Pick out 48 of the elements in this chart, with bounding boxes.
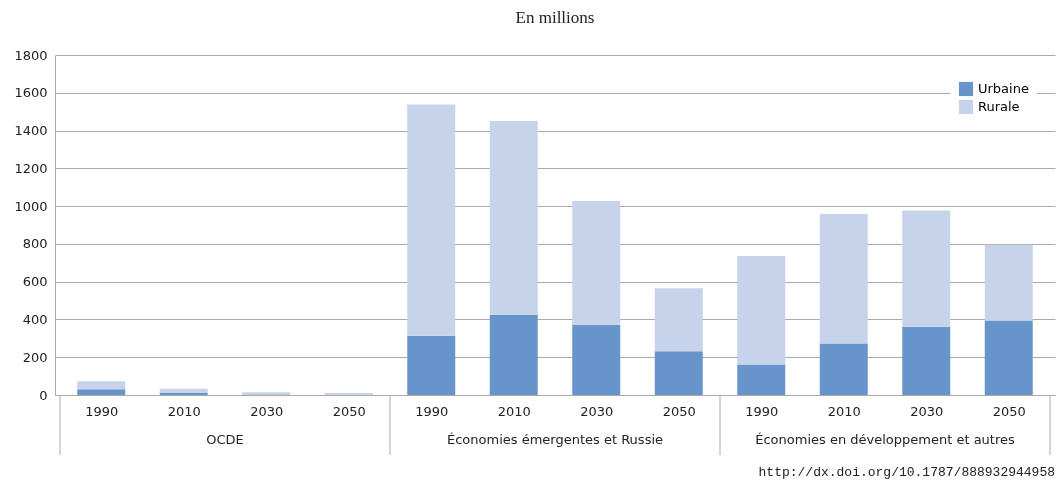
bar — [902, 210, 951, 327]
bar — [819, 343, 868, 395]
bar — [159, 388, 208, 394]
x-tick-label: 2030 — [910, 403, 944, 419]
y-tick-label: 200 — [22, 349, 48, 365]
bar — [407, 335, 456, 395]
y-tick-label: 1000 — [14, 198, 48, 214]
x-tick-label: 2050 — [332, 403, 366, 419]
x-tick-label: 1990 — [85, 403, 119, 419]
y-tick-label: 1200 — [14, 160, 48, 176]
bar — [654, 288, 703, 352]
y-tick-label: 800 — [22, 236, 48, 252]
text: http://dx.doi.org/10.1787/888932944958 — [758, 465, 1055, 480]
bar — [902, 326, 951, 395]
bar — [737, 255, 786, 365]
bar — [407, 104, 456, 336]
chart-title: En millions — [515, 8, 595, 27]
bar — [819, 214, 868, 344]
x-tick-label: 1990 — [415, 403, 449, 419]
x-tick-label: 2030 — [580, 403, 614, 419]
y-tick-label: 400 — [22, 311, 48, 327]
x-tick-label: 1990 — [745, 403, 779, 419]
bar — [489, 314, 538, 395]
bar — [572, 201, 621, 325]
x-tick-label: 2030 — [250, 403, 284, 419]
x-tick-label: 2010 — [827, 403, 861, 419]
text: Économies émergentes et Russie — [446, 432, 664, 447]
bar — [572, 324, 621, 395]
x-tick-label: 2010 — [497, 403, 531, 419]
bar — [489, 121, 538, 315]
y-tick-label: 0 — [39, 387, 48, 403]
y-tick-label: 600 — [22, 274, 48, 290]
y-tick-label: 1400 — [14, 123, 48, 139]
bar — [984, 320, 1033, 395]
x-tick-label: 2050 — [662, 403, 696, 419]
text: OCDE — [206, 432, 244, 447]
bar — [654, 351, 703, 395]
bar — [77, 381, 126, 390]
text: Économies en développement et autres — [755, 432, 1015, 447]
y-tick-label: 1800 — [14, 47, 48, 63]
x-tick-label: 2010 — [167, 403, 201, 419]
bar — [77, 389, 126, 395]
legend-label: Rurale — [978, 99, 1020, 114]
legend-label: Urbaine — [978, 81, 1029, 96]
bar — [737, 364, 786, 395]
x-tick-label: 2050 — [992, 403, 1026, 419]
bar — [984, 244, 1033, 321]
y-tick-label: 1600 — [14, 85, 48, 101]
